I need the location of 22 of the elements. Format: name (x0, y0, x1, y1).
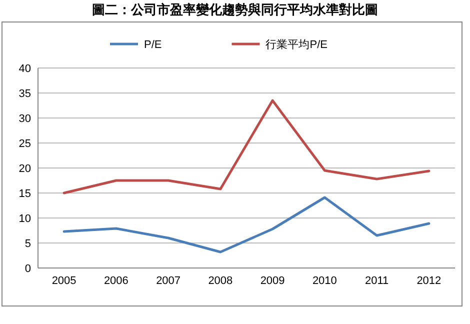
legend-label: P/E (144, 39, 162, 51)
y-tick-label: 15 (18, 188, 31, 200)
x-tick-label: 2011 (364, 275, 389, 287)
chart-title: 圖二：公司市盈率變化趨勢與同行平均水準對比圖 (92, 2, 378, 17)
y-tick-label: 35 (18, 88, 31, 100)
y-tick-label: 40 (18, 63, 31, 75)
y-tick-label: 5 (24, 238, 31, 250)
x-tick-label: 2007 (156, 275, 181, 287)
x-tick-label: 2009 (260, 275, 285, 287)
x-tick-label: 2008 (208, 275, 233, 287)
legend-label: 行業平均P/E (266, 39, 328, 51)
x-tick-label: 2010 (312, 275, 337, 287)
x-tick-label: 2005 (52, 275, 76, 287)
y-tick-label: 10 (18, 213, 31, 225)
line-series (62, 196, 430, 254)
y-tick-label: 25 (18, 138, 31, 150)
x-tick-label: 2012 (416, 275, 442, 287)
x-tick-label: 2006 (104, 275, 128, 287)
y-tick-label: 20 (18, 163, 31, 175)
y-tick-label: 30 (18, 113, 31, 125)
line-series (62, 99, 430, 194)
y-tick-label: 0 (24, 263, 31, 275)
